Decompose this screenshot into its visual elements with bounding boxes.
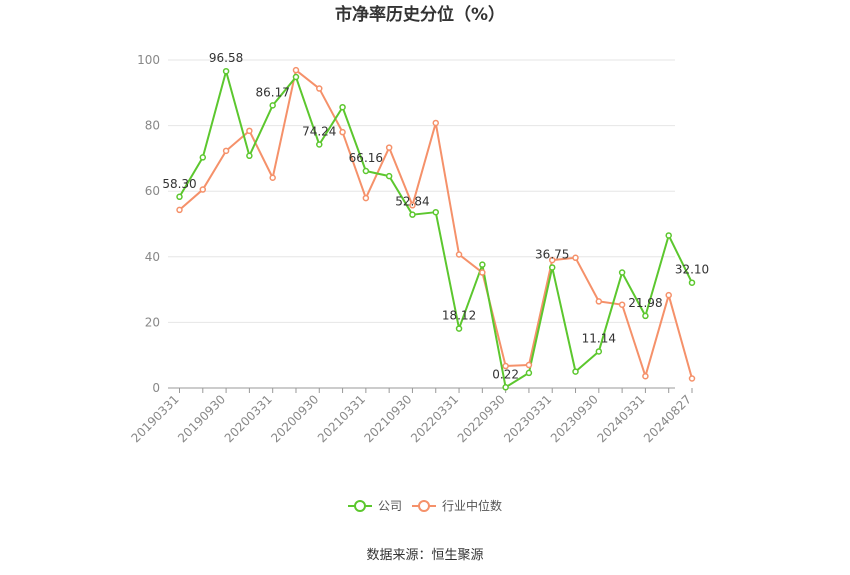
legend-label: 公司 [378, 499, 402, 513]
data-point[interactable] [385, 172, 393, 180]
data-point[interactable] [222, 67, 230, 75]
y-tick-label: 40 [145, 250, 160, 264]
x-tick-label: 20190331 [129, 392, 182, 445]
x-tick-label: 20230331 [501, 392, 554, 445]
data-point[interactable] [432, 119, 439, 127]
data-point[interactable] [199, 186, 207, 193]
data-point[interactable] [525, 369, 533, 377]
y-axis: 0 20 40 60 80 100 [137, 53, 160, 395]
x-tick-label: 20240827 [641, 392, 694, 445]
data-point[interactable] [548, 264, 556, 271]
x-tick-label: 20200930 [268, 392, 321, 445]
data-point[interactable] [222, 147, 230, 155]
data-label: 52.84 [395, 195, 429, 209]
legend-swatch-marker [418, 500, 430, 512]
data-point[interactable] [618, 301, 626, 308]
data-point[interactable] [385, 144, 393, 151]
data-label: 18.12 [442, 309, 476, 323]
data-point[interactable] [246, 127, 253, 135]
data-point[interactable] [409, 202, 416, 209]
data-point[interactable] [269, 174, 276, 182]
data-point[interactable] [665, 291, 672, 299]
data-point[interactable] [176, 206, 183, 214]
x-tick-label: 20220331 [408, 392, 461, 445]
x-tick-label: 20220930 [455, 392, 508, 445]
grid [168, 59, 675, 323]
x-axis: 2019033120190930202003312020093020210331… [129, 387, 694, 445]
data-point[interactable] [269, 102, 276, 109]
x-tick-label: 20190930 [175, 392, 228, 445]
x-tick-label: 20210331 [315, 392, 368, 445]
x-tick-label: 20230930 [548, 392, 601, 445]
data-point[interactable] [339, 103, 346, 111]
chart-title: 市净率历史分位（%） [335, 4, 505, 25]
data-point[interactable] [502, 384, 509, 391]
data-labels: 58.30 96.58 86.17 74.24 66.16 52.84 18.12 0.22 3… [162, 51, 709, 381]
data-point[interactable] [479, 269, 486, 276]
data-point[interactable] [525, 361, 533, 369]
data-point[interactable] [479, 261, 486, 268]
data-point[interactable] [688, 279, 696, 286]
series-points [176, 66, 696, 391]
data-label: 21.98 [628, 296, 662, 310]
data-point[interactable] [595, 348, 603, 355]
data-point[interactable] [246, 152, 253, 160]
data-point[interactable] [409, 211, 416, 218]
legend-item-company[interactable]: 公司 [348, 499, 402, 513]
y-tick-label: 60 [145, 184, 160, 198]
data-label: 74.24 [302, 124, 336, 138]
data-point[interactable] [688, 375, 696, 382]
x-tick-label: 20210930 [361, 392, 414, 445]
data-point[interactable] [362, 194, 370, 202]
data-label: 86.17 [256, 85, 290, 99]
source-note: 数据来源：恒生聚源 [366, 548, 483, 563]
data-label: 36.75 [535, 247, 569, 261]
data-label: 96.58 [209, 51, 243, 65]
data-point[interactable] [572, 368, 579, 375]
data-label: 66.16 [349, 151, 383, 165]
x-tick-label: 20200331 [222, 392, 275, 445]
legend-label: 行业中位数 [442, 498, 502, 513]
data-point[interactable] [502, 362, 509, 370]
data-point[interactable] [572, 254, 579, 262]
data-point[interactable] [316, 85, 323, 92]
data-point[interactable] [432, 208, 439, 216]
legend-swatch-marker [354, 500, 366, 512]
data-point[interactable] [455, 325, 463, 332]
data-point[interactable] [292, 66, 300, 74]
data-point[interactable] [199, 154, 207, 161]
data-point[interactable] [642, 312, 649, 320]
data-point[interactable] [665, 232, 672, 239]
data-point[interactable] [455, 251, 463, 258]
data-point[interactable] [642, 372, 649, 380]
data-point[interactable] [339, 128, 346, 136]
y-tick-label: 80 [145, 119, 160, 133]
data-point[interactable] [316, 141, 323, 148]
data-label: 0.22 [492, 367, 519, 381]
y-tick-label: 0 [152, 381, 160, 395]
data-point[interactable] [548, 256, 556, 264]
data-point[interactable] [362, 167, 370, 175]
legend[interactable]: 公司 行业中位数 [348, 498, 502, 513]
x-tick-label: 20240331 [594, 392, 647, 445]
data-point[interactable] [292, 73, 300, 81]
y-tick-label: 100 [137, 53, 160, 67]
data-point[interactable] [176, 193, 183, 201]
y-tick-label: 20 [145, 315, 160, 329]
legend-item-industry[interactable]: 行业中位数 [412, 498, 502, 513]
data-label: 11.14 [582, 331, 616, 345]
data-point[interactable] [618, 269, 626, 276]
data-label: 32.10 [675, 263, 709, 277]
data-label: 58.30 [162, 177, 196, 191]
data-point[interactable] [595, 298, 603, 305]
